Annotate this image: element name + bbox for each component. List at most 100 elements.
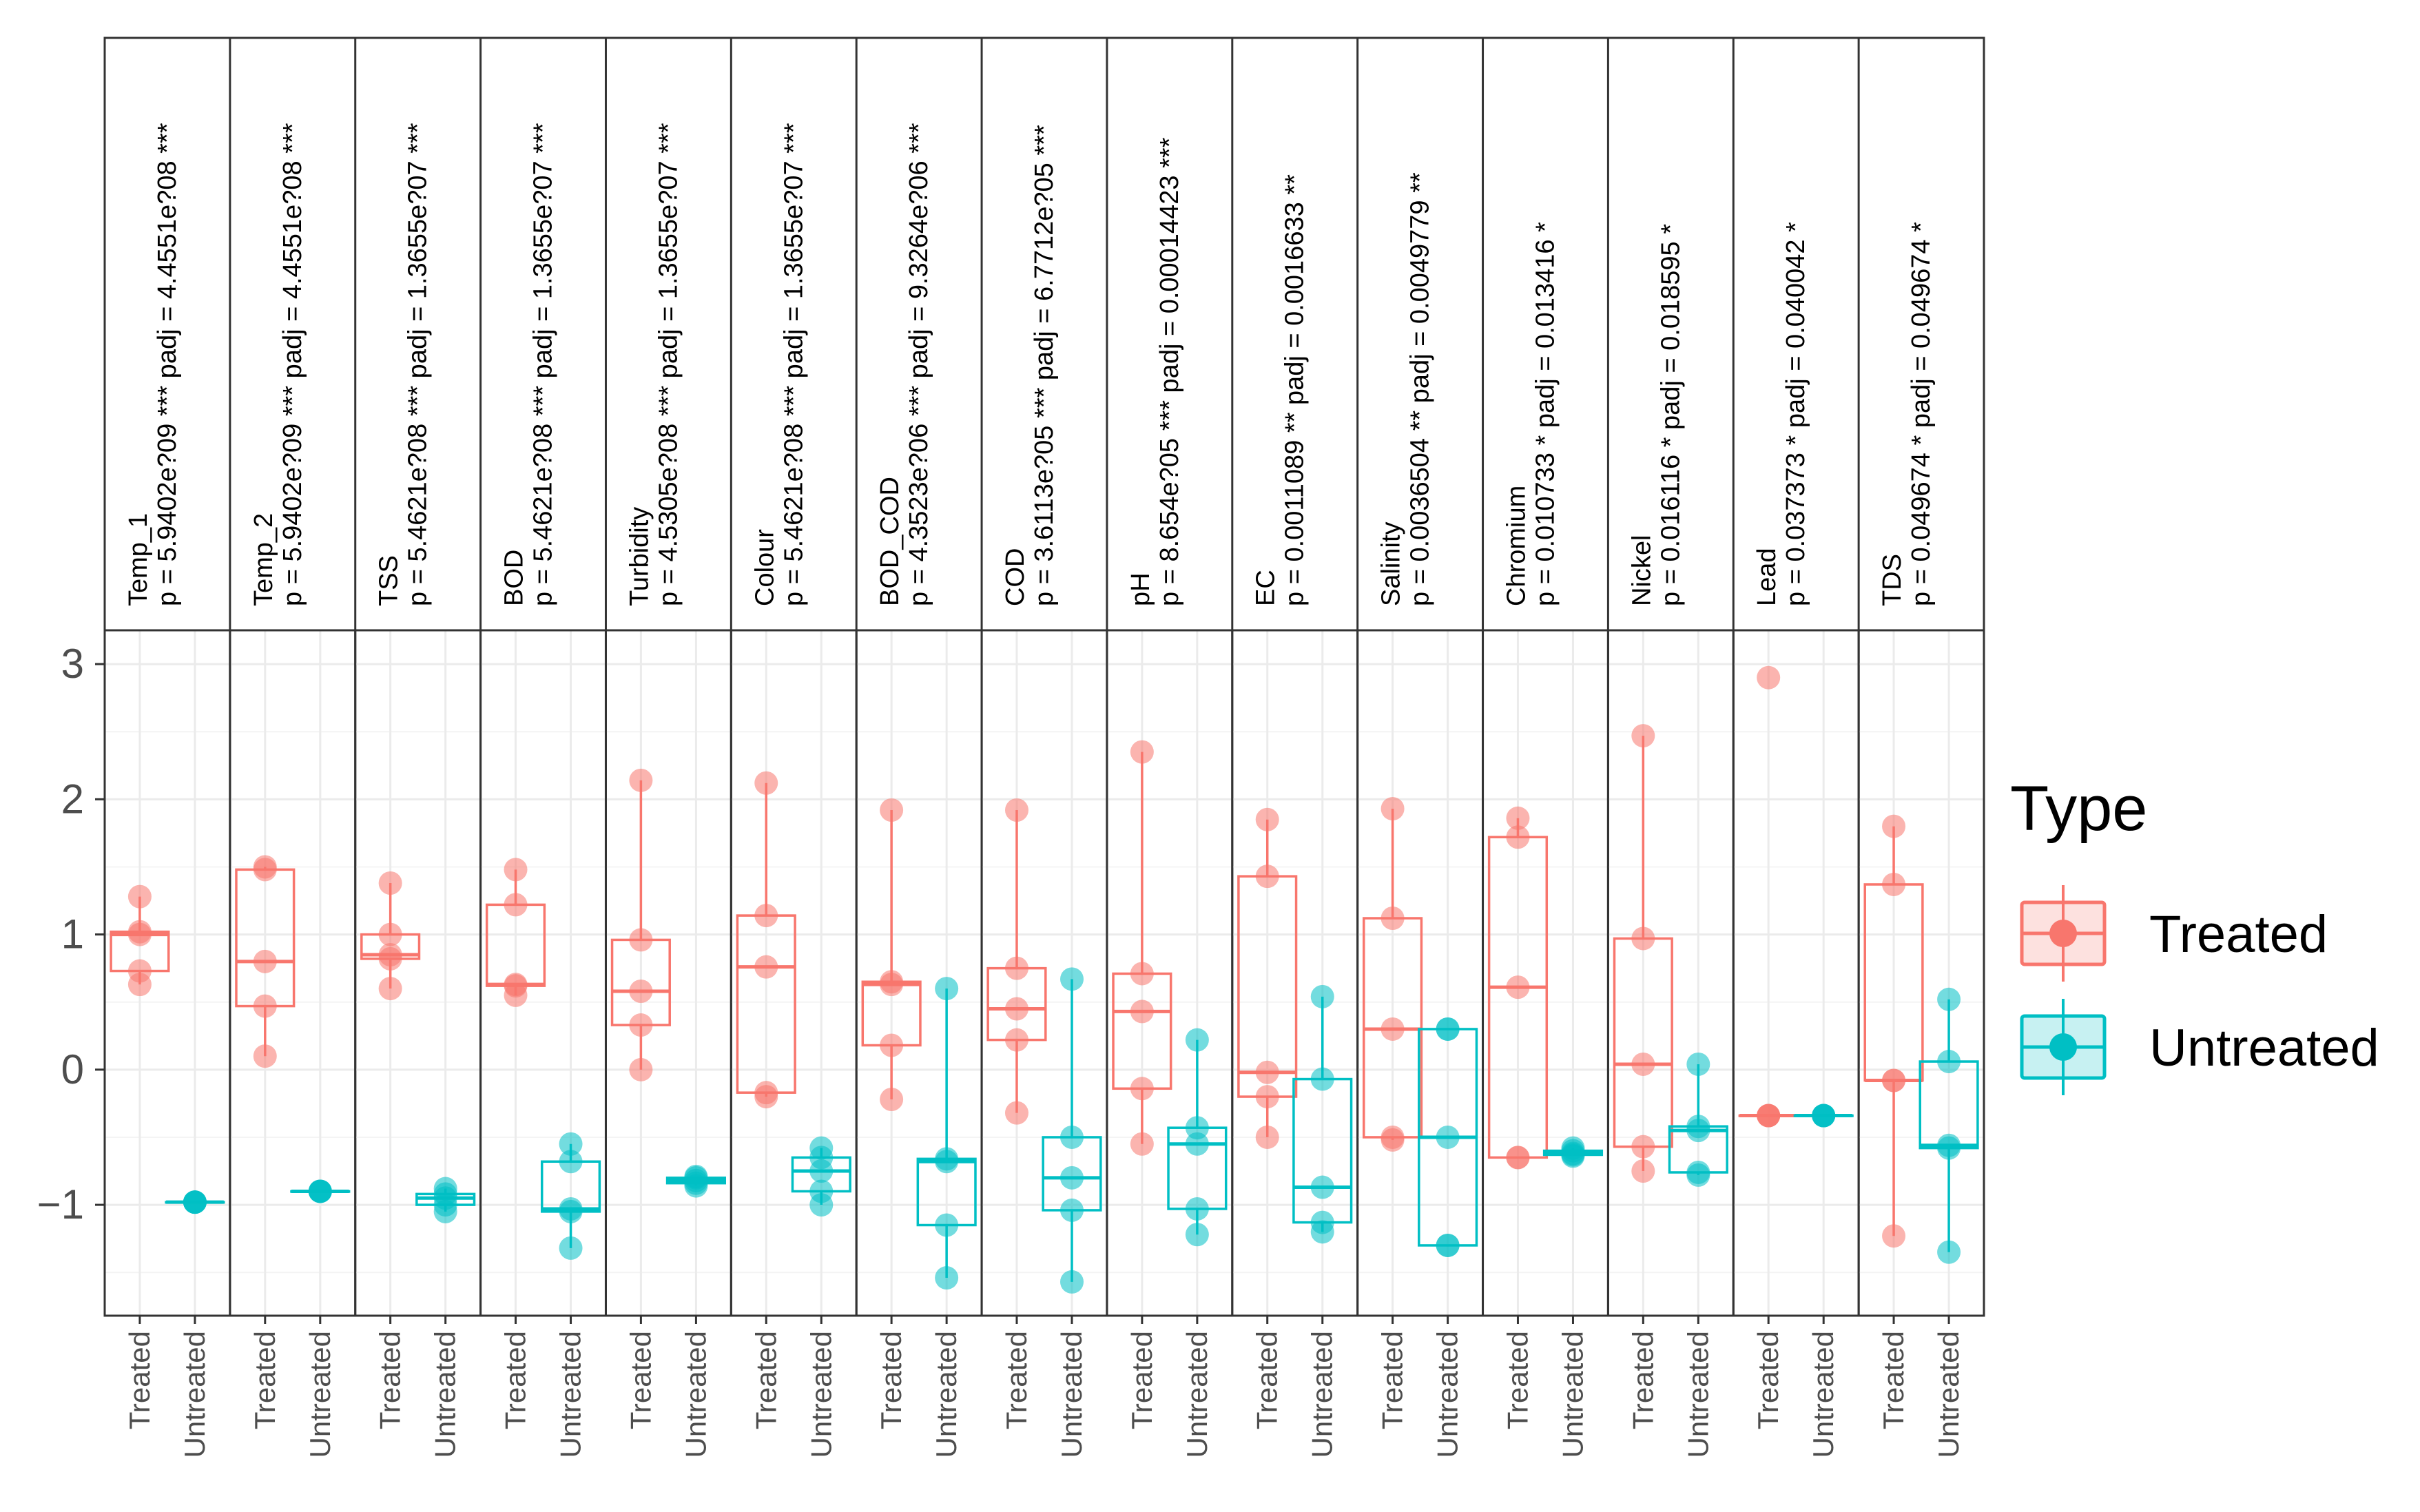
facet-panel [1482,629,1609,1317]
treated-data-point [504,858,528,882]
treated-data-point [504,973,528,997]
untreated-data-point [1310,1210,1334,1234]
treated-box [1363,797,1423,1152]
treated-data-point [754,1081,778,1105]
treated-data-point [1631,1159,1655,1183]
treated-data-point [1757,1104,1781,1128]
facet-panel [1606,629,1735,1317]
treated-data-point [1506,1146,1530,1170]
treated-data-point [1882,872,1906,896]
treated-data-point [1506,806,1530,830]
x-tick-label: Treated [1752,1331,1784,1429]
strip-label-stats: p = 0.016116 * padj = 0.018595 * [1656,224,1685,606]
untreated-data-point [1060,1198,1084,1222]
facet-panels [103,629,1985,1317]
treated-data-point [1004,1101,1028,1125]
untreated-data-point [1937,1050,1961,1074]
treated-iqr-box [1112,972,1172,1090]
treated-data-point [1255,1060,1279,1084]
untreated-box [1418,1017,1478,1257]
treated-data-point [1506,975,1530,1000]
x-tick-label: Untreated [1556,1331,1589,1458]
treated-data-point [629,928,653,952]
treated-data-point [1255,807,1279,831]
untreated-data-point [809,1179,834,1203]
legend: Type Treated Untreated [2010,774,2379,1095]
treated-data-point [378,871,402,895]
strip-label-stats: p = 5.4621e?08 *** padj = 1.3655e?07 *** [779,123,808,606]
treated-data-point [1757,665,1781,690]
strip-label-variable: Nickel [1627,535,1656,606]
legend-title: Type [2010,774,2147,844]
treated-data-point [629,979,653,1003]
treated-box [861,798,922,1111]
x-tick-label: Untreated [555,1331,587,1458]
treated-data-point [629,1013,653,1037]
x-tick-label: Treated [1376,1331,1409,1429]
legend-key-point [2049,920,2077,947]
facet-strip-headers: Temp_1 p = 5.9402e?09 *** padj = 4.4551e?… [103,37,1985,632]
x-tick-label: Untreated [304,1331,336,1458]
treated-data-point [1130,962,1154,986]
untreated-data-point [1436,1233,1460,1257]
x-tick-label: Treated [1877,1331,1910,1429]
strip-label-stats: p = 4.5305e?08 *** padj = 1.3655e?07 *** [654,123,683,606]
untreated-data-point [1060,1166,1084,1190]
x-tick-label: Untreated [930,1331,962,1458]
y-tick-label: −1 [37,1181,84,1228]
treated-data-point [127,884,152,909]
facet-panel [1231,629,1359,1317]
untreated-data-point [559,1236,583,1260]
untreated-data-point [1060,967,1084,991]
untreated-box [1542,1136,1604,1168]
treated-data-point [1380,1017,1405,1041]
treated-data-point [1380,1125,1405,1149]
facet-panel [1732,629,1860,1317]
treated-data-point [1255,1085,1279,1109]
strip-label-variable: TDS [1878,554,1907,606]
untreated-data-point [1310,984,1334,1008]
x-tick-label: Untreated [429,1331,462,1458]
treated-data-point [378,977,402,1001]
strip-label-variable: BOD_COD [876,477,904,606]
untreated-data-point [1561,1136,1585,1160]
untreated-data-point [308,1179,332,1203]
treated-data-point [1631,1135,1655,1159]
untreated-data-point [1185,1197,1209,1221]
treated-box [1613,724,1673,1183]
x-tick-label: Untreated [1055,1331,1088,1458]
x-tick-label: Treated [749,1331,782,1429]
x-tick-label: Untreated [679,1331,712,1458]
untreated-box [415,1177,476,1223]
untreated-data-point [183,1190,207,1214]
untreated-data-point [559,1150,583,1174]
untreated-data-point [1185,1028,1209,1052]
treated-data-point [1255,864,1279,889]
legend-key-point [2049,1033,2077,1061]
untreated-data-point [935,1213,959,1237]
strip-label-stats: p = 5.9402e?09 *** padj = 4.4551e?08 *** [153,123,182,606]
x-tick-label: Untreated [1807,1331,1839,1458]
treated-data-point [880,970,904,994]
treated-iqr-box [736,914,796,1094]
treated-data-point [1255,1125,1279,1149]
untreated-data-point [559,1197,583,1221]
treated-data-point [253,949,277,973]
treated-box [1237,807,1298,1149]
x-tick-label: Treated [1626,1331,1659,1429]
facet-panel [103,629,231,1317]
treated-data-point [127,920,152,944]
treated-data-point [880,1087,904,1111]
x-tick-label: Untreated [805,1331,837,1458]
strip-label-stats: p = 5.9402e?09 *** padj = 4.4551e?08 *** [278,123,307,606]
untreated-box [1292,984,1353,1244]
treated-box [485,858,546,1007]
treated-box [1738,665,1799,1128]
untreated-data-point [1937,1133,1961,1157]
untreated-iqr-box [1292,1077,1353,1224]
strip-label-stats: p = 8.654e?05 *** padj = 0.00014423 *** [1155,137,1184,606]
untreated-data-point [1060,1125,1084,1149]
treated-data-point [1882,1224,1906,1248]
panel-border [1857,629,1985,1317]
